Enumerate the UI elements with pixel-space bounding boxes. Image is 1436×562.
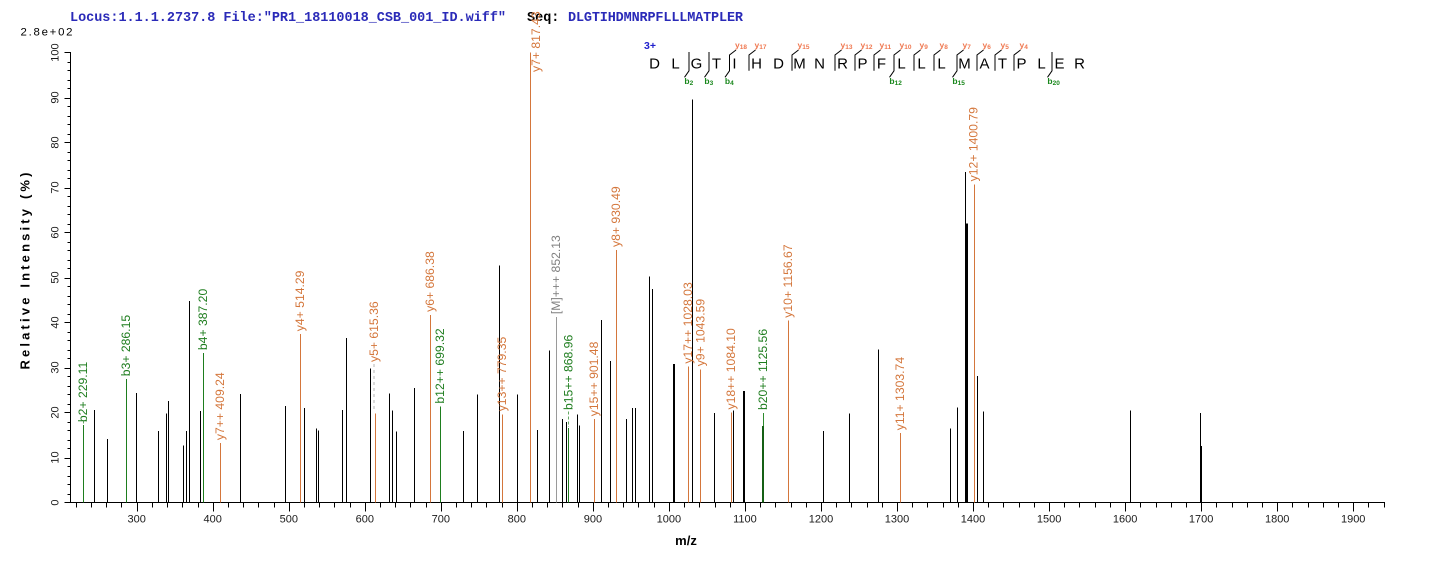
svg-text:3+: 3+ (644, 40, 656, 52)
svg-text:1300: 1300 (885, 514, 909, 526)
svg-text:y10: y10 (900, 40, 912, 51)
svg-text:b3+ 286.15: b3+ 286.15 (119, 315, 133, 377)
svg-text:L: L (937, 56, 945, 73)
svg-text:b20++ 1125.56: b20++ 1125.56 (756, 329, 770, 410)
svg-text:70: 70 (50, 181, 62, 193)
svg-text:0: 0 (50, 499, 62, 505)
svg-text:20: 20 (50, 406, 62, 418)
svg-text:100: 100 (50, 43, 62, 61)
svg-text:H: H (751, 56, 762, 73)
svg-text:G: G (691, 56, 703, 73)
svg-text:L: L (917, 56, 925, 73)
svg-text:P: P (1016, 56, 1026, 73)
svg-text:90: 90 (50, 91, 62, 103)
svg-text:y15: y15 (798, 40, 810, 51)
svg-text:y5+ 615.36: y5+ 615.36 (367, 301, 381, 362)
svg-text:M: M (958, 56, 971, 73)
svg-text:D: D (649, 56, 660, 73)
svg-text:1000: 1000 (657, 514, 681, 526)
svg-text:300: 300 (128, 514, 146, 526)
svg-text:L: L (1037, 56, 1045, 73)
svg-text:b20: b20 (1047, 76, 1060, 87)
svg-text:1100: 1100 (733, 514, 757, 526)
svg-text:40: 40 (50, 316, 62, 328)
svg-text:400: 400 (204, 514, 222, 526)
svg-text:T: T (998, 56, 1007, 73)
svg-text:DLGTIHDMNRPFLLLMATPLER: DLGTIHDMNRPFLLLMATPLER (568, 11, 744, 26)
svg-text:R: R (1074, 56, 1085, 73)
svg-text:b2: b2 (684, 76, 693, 87)
svg-text:A: A (979, 56, 989, 73)
svg-text:b15++ 868.96: b15++ 868.96 (562, 335, 576, 410)
svg-text:y13++ 779.35: y13++ 779.35 (495, 337, 509, 412)
svg-text:P: P (857, 56, 867, 73)
svg-text:F: F (877, 56, 886, 73)
svg-text:y5: y5 (1001, 40, 1010, 51)
svg-text:b4+ 387.20: b4+ 387.20 (196, 289, 210, 351)
svg-text:900: 900 (584, 514, 602, 526)
svg-text:1600: 1600 (1113, 514, 1137, 526)
svg-text:80: 80 (50, 136, 62, 148)
svg-text:1800: 1800 (1265, 514, 1289, 526)
svg-text:y6+ 686.38: y6+ 686.38 (423, 251, 437, 312)
svg-text:y10+ 1156.67: y10+ 1156.67 (781, 244, 795, 318)
svg-text:y13: y13 (841, 40, 853, 51)
svg-text:y4+ 514.29: y4+ 514.29 (293, 270, 307, 331)
svg-text:b3: b3 (704, 76, 713, 87)
svg-text:y12: y12 (861, 40, 873, 51)
svg-text:y12+ 1400.79: y12+ 1400.79 (967, 107, 981, 181)
svg-text:y8+ 930.49: y8+ 930.49 (609, 186, 623, 247)
svg-text:1700: 1700 (1189, 514, 1213, 526)
svg-text:y9+ 1043.59: y9+ 1043.59 (694, 299, 708, 367)
svg-text:b12++ 699.32: b12++ 699.32 (433, 328, 447, 403)
svg-text:L: L (897, 56, 905, 73)
svg-text:b2+ 229.11: b2+ 229.11 (76, 361, 90, 422)
svg-text:y15++ 901.48: y15++ 901.48 (587, 341, 601, 416)
svg-text:[M]+++ 852.13: [M]+++ 852.13 (549, 235, 563, 314)
svg-text:y7++ 409.24: y7++ 409.24 (213, 372, 227, 440)
svg-text:1500: 1500 (1037, 514, 1061, 526)
svg-text:50: 50 (50, 271, 62, 283)
svg-text:30: 30 (50, 361, 62, 373)
svg-text:1400: 1400 (961, 514, 985, 526)
svg-text:y11: y11 (880, 40, 892, 51)
svg-text:N: N (814, 56, 825, 73)
svg-text:T: T (712, 56, 721, 73)
svg-text:600: 600 (356, 514, 374, 526)
svg-text:700: 700 (432, 514, 450, 526)
svg-text:60: 60 (50, 226, 62, 238)
svg-text:Locus:1.1.1.2737.8 File:"PR1_1: Locus:1.1.1.2737.8 File:"PR1_18110018_CS… (70, 11, 506, 26)
svg-text:b12: b12 (889, 76, 902, 87)
svg-text:E: E (1054, 56, 1064, 73)
svg-text:R: R (837, 56, 848, 73)
svg-text:y4: y4 (1020, 40, 1029, 51)
svg-text:L: L (671, 56, 679, 73)
svg-text:y17: y17 (755, 40, 767, 51)
svg-text:y11+ 1303.74: y11+ 1303.74 (893, 357, 907, 431)
svg-text:500: 500 (280, 514, 298, 526)
svg-text:D: D (773, 56, 784, 73)
svg-text:1900: 1900 (1341, 514, 1365, 526)
svg-text:b4: b4 (725, 76, 734, 87)
svg-text:Seq:: Seq: (527, 11, 559, 26)
svg-text:y17++ 1028.03: y17++ 1028.03 (681, 282, 695, 364)
svg-text:y7+ 817.43: y7+ 817.43 (529, 11, 543, 72)
svg-text:y18: y18 (735, 40, 747, 51)
svg-text:800: 800 (508, 514, 526, 526)
svg-text:Relative Intensity (%): Relative Intensity (%) (18, 173, 33, 370)
svg-text:M: M (793, 56, 806, 73)
svg-text:y8: y8 (940, 40, 949, 51)
svg-text:y6: y6 (983, 40, 992, 51)
svg-text:m/z: m/z (675, 533, 697, 548)
svg-text:y9: y9 (920, 40, 929, 51)
svg-text:b15: b15 (952, 76, 965, 87)
svg-text:y7: y7 (963, 40, 972, 51)
svg-text:2.8e+02: 2.8e+02 (21, 27, 73, 39)
svg-text:1200: 1200 (809, 514, 833, 526)
svg-text:10: 10 (50, 451, 62, 463)
svg-text:I: I (732, 56, 736, 73)
svg-text:y18++ 1084.10: y18++ 1084.10 (724, 328, 738, 410)
